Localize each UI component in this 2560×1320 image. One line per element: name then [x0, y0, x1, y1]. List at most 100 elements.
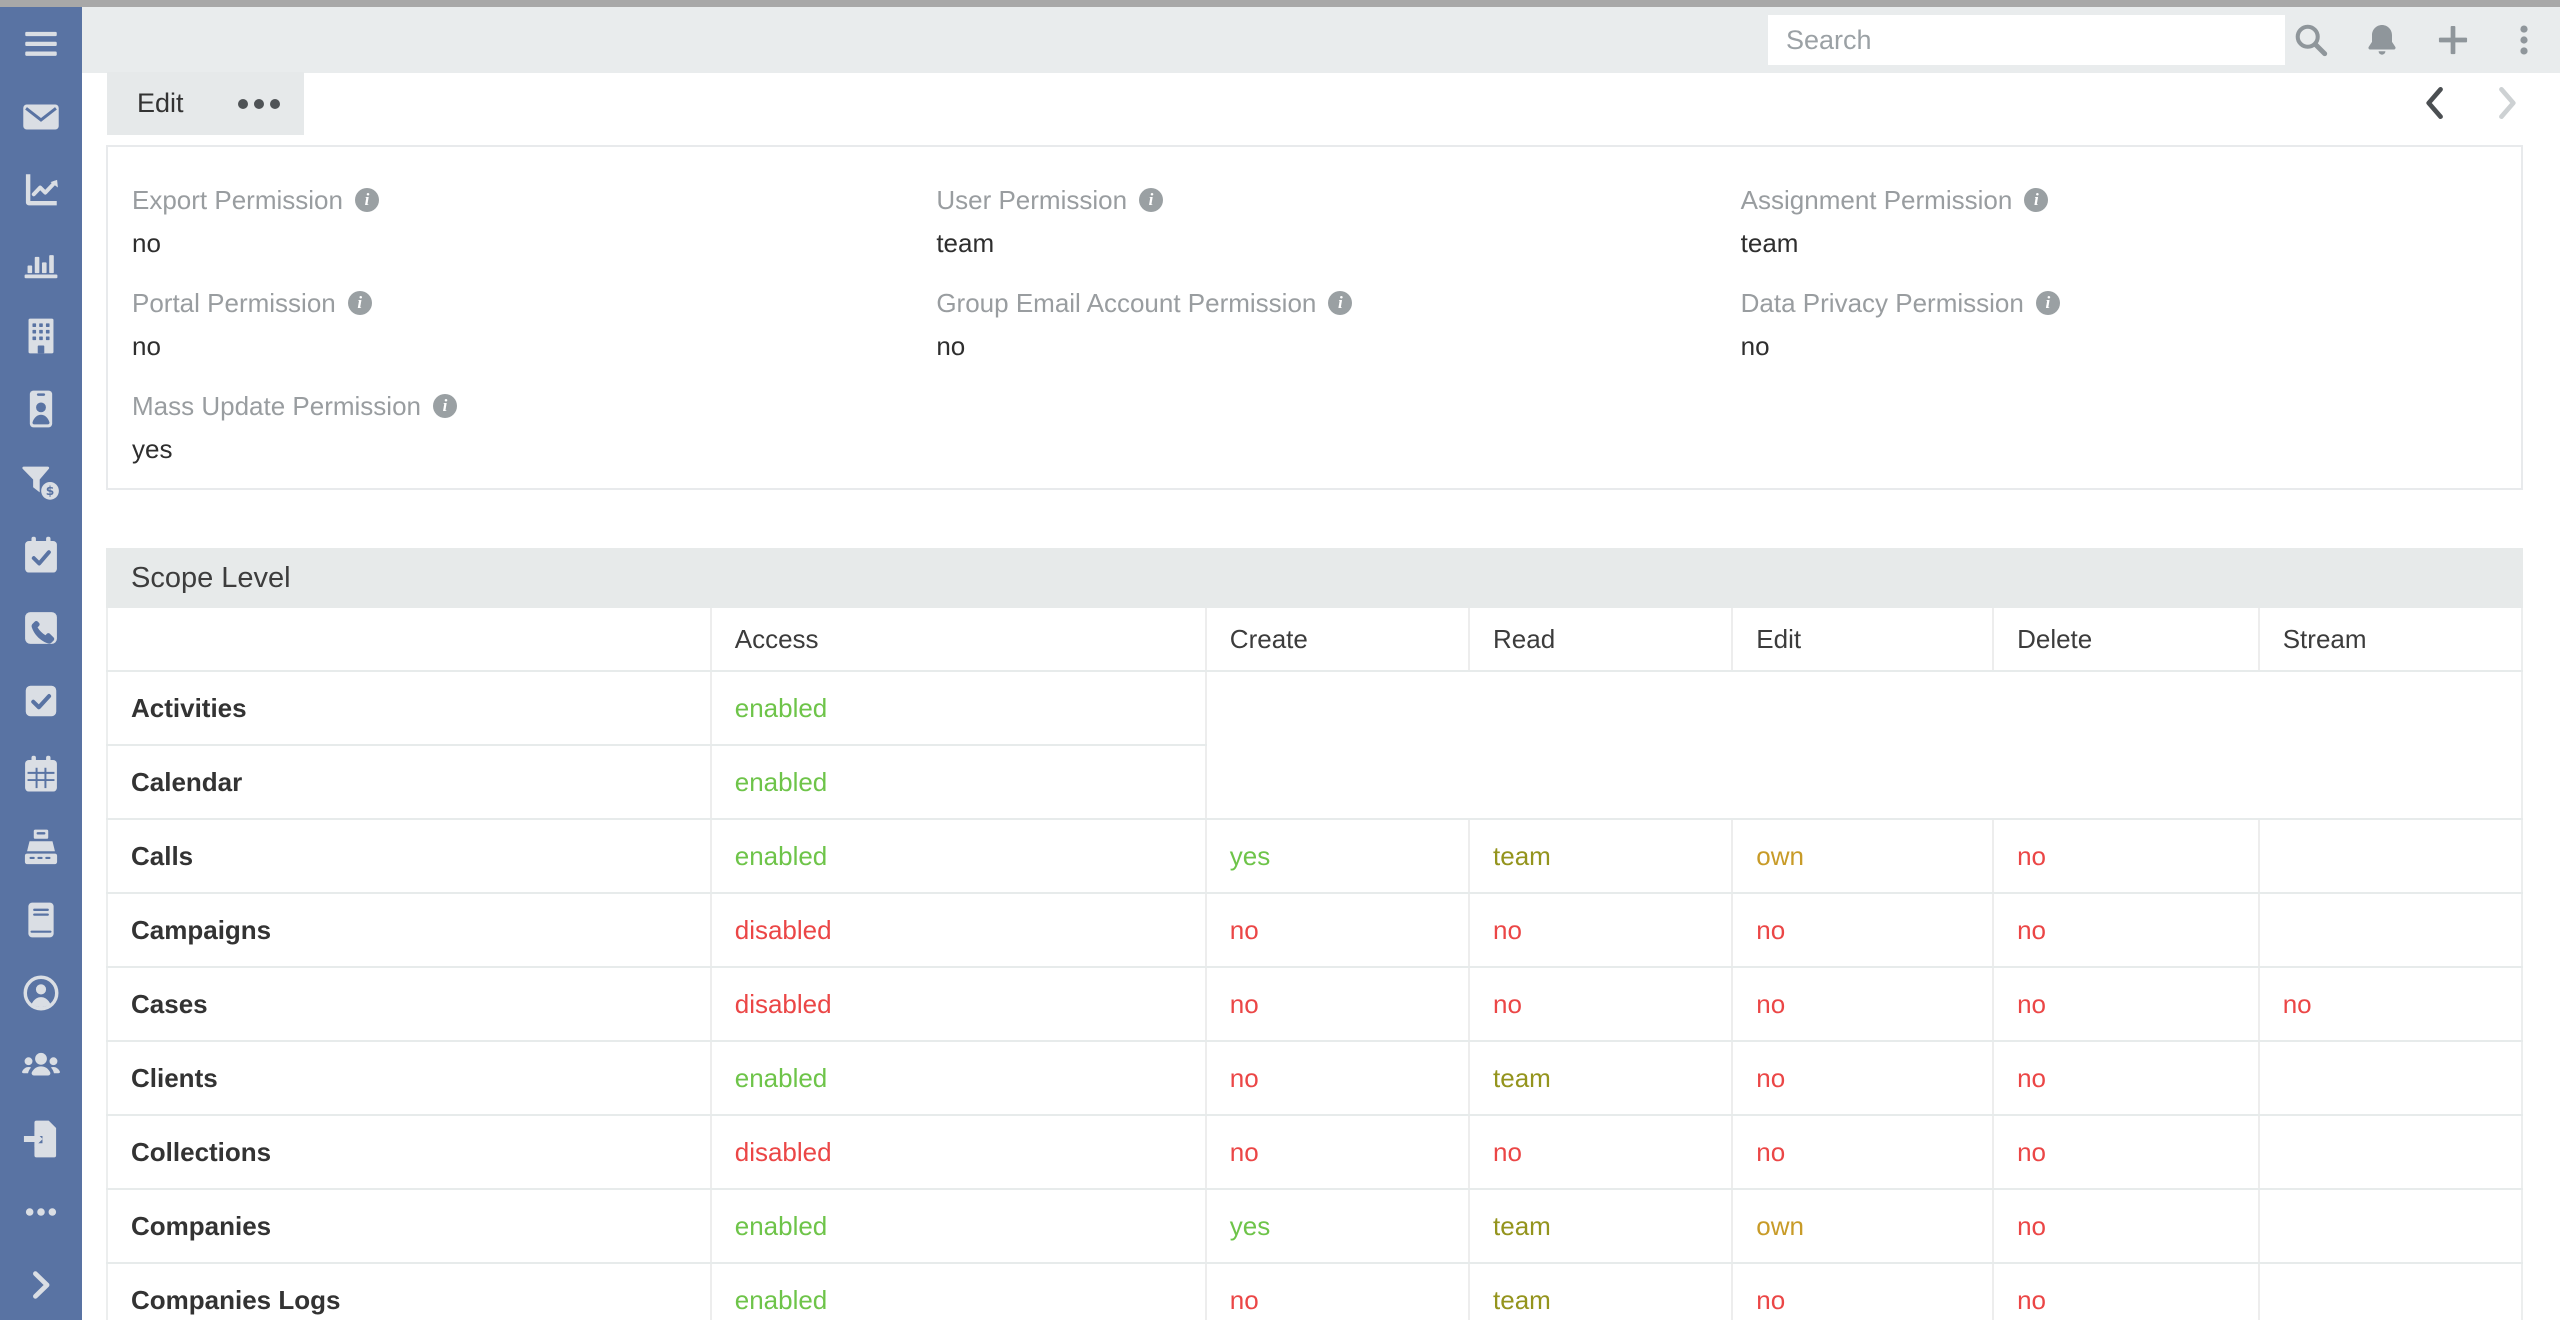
cell-access: enabled: [709, 1041, 1206, 1116]
info-icon[interactable]: i: [2035, 291, 2060, 315]
table-row: Activities enabled: [107, 671, 2522, 820]
column-header-delete: Delete: [1992, 608, 2259, 672]
info-icon[interactable]: i: [433, 394, 457, 418]
cell-delete: no: [1992, 1263, 2259, 1320]
cell-edit: no: [1731, 1041, 1994, 1116]
menu-icon[interactable]: [20, 23, 62, 65]
cell-access: disabled: [709, 1115, 1206, 1190]
table-row: Cases disabled no no no no no: [107, 967, 2522, 1042]
ellipsis-icon[interactable]: [20, 1191, 62, 1233]
chevron-right-icon[interactable]: [20, 1264, 62, 1306]
chart-bar-icon[interactable]: [20, 242, 62, 284]
cell-read: team: [1468, 1041, 1733, 1116]
table-row: Collections disabled no no no no: [107, 1115, 2522, 1190]
cell-create: no: [1204, 893, 1470, 968]
actions-dropdown-button[interactable]: [213, 72, 304, 135]
cell-read: no: [1468, 1115, 1733, 1190]
cell-edit: own: [1731, 819, 1994, 894]
cell-delete: no: [1992, 1189, 2259, 1264]
cell-edit: no: [1731, 967, 1994, 1042]
field-label-text: Portal Permission: [132, 288, 336, 318]
calendar-icon[interactable]: [20, 753, 62, 795]
bell-icon[interactable]: [2362, 20, 2402, 60]
cell-stream: [2257, 819, 2522, 894]
table-row: Calendar enabled: [107, 745, 2522, 820]
cell-access: enabled: [709, 1263, 1206, 1320]
cell-access: enabled: [709, 671, 1206, 746]
scope-level-panel: Scope Level Access Create Read Edit Delete St…: [106, 548, 2523, 1320]
field-label-text: Export Permission: [132, 185, 343, 215]
book-icon[interactable]: [20, 899, 62, 941]
field-value: team: [936, 228, 995, 258]
scope-name: Clients: [107, 1041, 711, 1116]
cash-register-icon[interactable]: [20, 826, 62, 868]
building-icon[interactable]: [20, 315, 62, 357]
field-label: Mass Update Permission i: [132, 391, 912, 421]
cell-read: team: [1468, 1263, 1733, 1320]
window-top-edge: [0, 0, 2560, 7]
funnel-dollar-icon[interactable]: $: [20, 461, 62, 503]
field-label-text: Group Email Account Permission: [936, 288, 1317, 318]
cell-create: yes: [1204, 819, 1470, 894]
cell-edit: no: [1731, 1263, 1994, 1320]
user-circle-icon[interactable]: [20, 972, 62, 1014]
cell-access: enabled: [709, 1189, 1206, 1264]
cell-stream: no: [2257, 967, 2522, 1042]
dot: [269, 98, 280, 109]
search-input[interactable]: [1768, 15, 2285, 65]
chart-line-icon[interactable]: [20, 169, 62, 211]
scope-name: Activities: [107, 671, 711, 746]
svg-text:$: $: [46, 484, 55, 498]
cell-delete: no: [1992, 819, 2259, 894]
envelope-icon[interactable]: [20, 96, 62, 138]
scope-name: Companies Logs: [107, 1263, 711, 1320]
info-icon[interactable]: i: [1139, 188, 1164, 212]
cell-access: disabled: [709, 893, 1206, 968]
field-label: User Permission i: [936, 185, 1716, 215]
cell-create: no: [1204, 1263, 1470, 1320]
permissions-panel: Export Permission i no User Permission i team…: [106, 145, 2523, 490]
plus-icon[interactable]: [2433, 20, 2473, 60]
cell-create: no: [1204, 967, 1470, 1042]
field-label-text: Mass Update Permission: [132, 391, 421, 421]
scope-name: Campaigns: [107, 893, 711, 968]
field-label-text: Assignment Permission: [1740, 185, 2013, 215]
kebab-icon[interactable]: [2504, 20, 2544, 60]
column-header-stream: Stream: [2257, 608, 2522, 672]
info-icon[interactable]: i: [347, 291, 372, 315]
cell-access: enabled: [709, 745, 1206, 820]
edit-button[interactable]: Edit: [107, 72, 214, 135]
search-icon[interactable]: [2291, 20, 2331, 60]
cell-access: enabled: [709, 819, 1206, 894]
cell-edit: no: [1731, 893, 1994, 968]
column-header-create: Create: [1204, 608, 1470, 672]
scope-level-table: Access Create Read Edit Delete Stream Activit…: [106, 608, 2523, 1320]
users-icon[interactable]: [20, 1045, 62, 1087]
sidebar: $: [0, 7, 82, 1320]
cell-read: team: [1468, 1189, 1733, 1264]
info-icon[interactable]: i: [354, 188, 379, 212]
field-value: no: [132, 331, 161, 361]
check-square-icon[interactable]: [20, 680, 62, 722]
field-label: Assignment Permission i: [1741, 185, 2521, 215]
field-value: no: [1740, 331, 1770, 361]
cell-edit: own: [1731, 1189, 1994, 1264]
cell-stream: [2257, 1189, 2522, 1264]
phone-square-icon[interactable]: [20, 607, 62, 649]
field-portal-permission: Portal Permission i no: [108, 252, 912, 361]
dot: [253, 98, 264, 109]
cell-stream: [2257, 1041, 2522, 1116]
info-icon[interactable]: i: [2024, 188, 2049, 212]
top-navbar: [82, 7, 2560, 73]
field-export-permission: Export Permission i no: [108, 149, 912, 258]
id-badge-icon[interactable]: [20, 388, 62, 430]
cell-create: no: [1204, 1115, 1470, 1190]
file-import-icon[interactable]: [20, 1118, 62, 1160]
previous-record-icon[interactable]: [2412, 80, 2458, 126]
info-icon[interactable]: i: [1328, 291, 1353, 315]
field-label: Data Privacy Permission i: [1741, 288, 2521, 318]
field-assignment-permission: Assignment Permission i team: [1717, 149, 2521, 258]
record-navigation: [2412, 80, 2530, 126]
field-group-email-account-permission: Group Email Account Permission i no: [912, 252, 1716, 361]
calendar-check-icon[interactable]: [20, 534, 62, 576]
